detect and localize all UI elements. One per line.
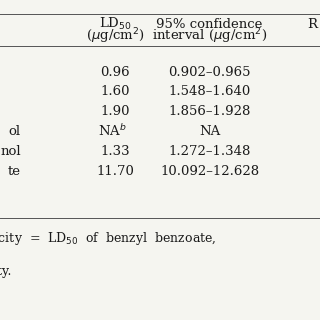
Text: 95% confidence: 95% confidence [156,18,263,30]
Text: ol: ol [9,125,21,138]
Text: te: te [8,165,21,178]
Text: nol: nol [0,145,21,158]
Text: ity.: ity. [0,266,12,278]
Text: 1.856–1.928: 1.856–1.928 [168,105,251,118]
Text: 0.96: 0.96 [100,66,130,78]
Text: ($\mu$g/cm$^{2}$): ($\mu$g/cm$^{2}$) [86,27,145,46]
Text: icity  =  LD$_{50}$  of  benzyl  benzoate,: icity = LD$_{50}$ of benzyl benzoate, [0,230,216,247]
Text: 1.60: 1.60 [100,85,130,98]
Text: 1.33: 1.33 [100,145,130,158]
Text: 1.548–1.640: 1.548–1.640 [168,85,251,98]
Text: 0.902–0.965: 0.902–0.965 [168,66,251,78]
Text: R: R [307,18,317,30]
Text: 1.90: 1.90 [100,105,130,118]
Text: 1.272–1.348: 1.272–1.348 [168,145,251,158]
Text: 11.70: 11.70 [96,165,134,178]
Text: interval ($\mu$g/cm$^{2}$): interval ($\mu$g/cm$^{2}$) [152,27,267,46]
Text: NA$^{b}$: NA$^{b}$ [98,124,126,140]
Text: 10.092–12.628: 10.092–12.628 [160,165,259,178]
Text: LD$_{50}$: LD$_{50}$ [99,16,132,32]
Text: NA: NA [199,125,220,138]
